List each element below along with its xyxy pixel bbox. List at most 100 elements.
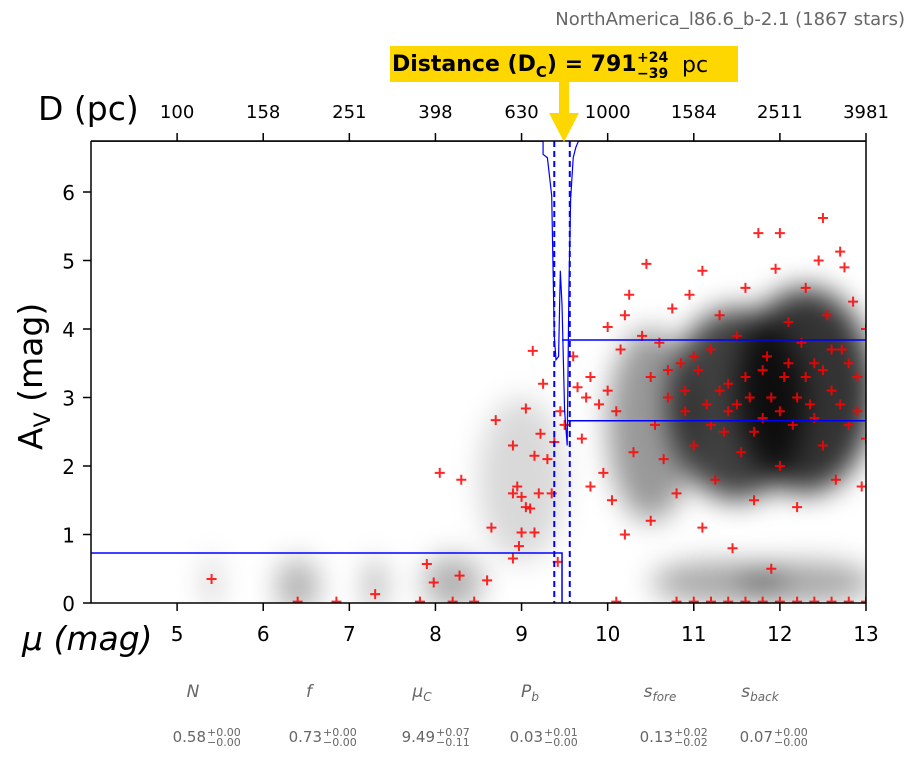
top-tick-label: 251 (332, 102, 366, 123)
x-tick-label: 8 (429, 622, 442, 646)
star-point (538, 378, 549, 389)
annotation-plus: +24 (637, 50, 668, 66)
star-point (727, 543, 738, 554)
star-point (749, 426, 760, 437)
param-value: 0.73 (289, 728, 322, 746)
star-point (774, 461, 785, 471)
top-tick-label: 158 (246, 102, 280, 123)
star-point (572, 382, 583, 393)
y-tick-label: 1 (62, 524, 75, 548)
star-point (628, 447, 639, 458)
param-minus: −0.00 (544, 736, 578, 749)
star-point (637, 330, 648, 341)
star-point (736, 447, 747, 458)
star-point (783, 317, 794, 328)
param-minus: −0.00 (774, 736, 808, 749)
star-point (469, 596, 480, 603)
star-point (482, 575, 493, 586)
x-axis-label: μ (mag) (21, 619, 153, 658)
y-tick-label: 0 (62, 592, 75, 616)
star-point (525, 503, 536, 514)
star-point (843, 419, 854, 430)
star-point (817, 365, 828, 376)
star-point (486, 522, 497, 533)
star-point (861, 596, 866, 603)
star-point (447, 596, 458, 603)
star-points (206, 213, 866, 603)
star-point (783, 358, 794, 369)
param-plus: +0.07 (436, 726, 470, 739)
star-point (507, 553, 518, 564)
star-point (710, 474, 721, 485)
star-point (513, 541, 524, 552)
star-point (611, 406, 622, 417)
star-point (662, 365, 673, 376)
star-point (585, 481, 596, 492)
star-point (606, 495, 617, 506)
star-point (684, 289, 695, 300)
star-point (744, 392, 755, 403)
star-point (529, 527, 540, 538)
x-tick-label: 9 (515, 622, 528, 646)
arrow-shaft (559, 82, 569, 114)
density-blob (276, 558, 320, 603)
foreground-extinction-line (91, 552, 563, 603)
star-point (770, 263, 781, 274)
x-tick-label: 11 (681, 622, 706, 646)
param-minus: −0.00 (323, 736, 357, 749)
y-tick-label: 5 (62, 250, 75, 274)
star-point (766, 392, 777, 403)
param-value: 0.07 (740, 728, 773, 746)
annotation-minus: −39 (637, 66, 668, 82)
star-point (856, 481, 866, 492)
star-point (723, 596, 734, 603)
x-tick-label: 6 (257, 622, 270, 646)
star-point (817, 440, 828, 451)
star-point (753, 228, 764, 239)
star-point (516, 527, 527, 538)
star-point (817, 213, 828, 224)
star-point (826, 596, 837, 603)
star-point (749, 495, 760, 506)
star-point (611, 596, 622, 603)
star-point (792, 596, 803, 603)
star-point (688, 351, 699, 362)
param-minus: −0.02 (674, 736, 708, 749)
top-tick-label: 3981 (843, 102, 889, 123)
star-point (680, 385, 691, 396)
density-blob (366, 558, 384, 603)
param-name: sfore (644, 682, 677, 704)
star-point (662, 392, 673, 403)
star-point (731, 330, 742, 341)
star-point (852, 406, 863, 417)
density-blob (736, 561, 866, 603)
star-point (740, 596, 751, 603)
star-point (602, 321, 613, 332)
param-name: N (187, 682, 200, 702)
star-point (826, 344, 837, 355)
star-point (740, 371, 751, 382)
param-name: Pb (521, 682, 539, 704)
star-point (602, 385, 613, 396)
density-blob (736, 287, 866, 494)
top-tick-label: 100 (160, 102, 194, 123)
star-point (706, 596, 716, 603)
star-point (800, 371, 811, 382)
star-point (292, 596, 303, 603)
star-point (581, 392, 592, 403)
star-point (490, 415, 501, 426)
y-tick-label: 4 (62, 318, 75, 342)
star-point (774, 228, 785, 239)
star-point (852, 371, 863, 382)
star-point (555, 406, 566, 417)
star-point (774, 406, 785, 417)
star-point (512, 481, 523, 492)
star-point (421, 558, 432, 569)
star-point (835, 246, 846, 257)
x-tick-label: 12 (767, 622, 792, 646)
star-point (792, 392, 803, 403)
star-point (667, 303, 678, 314)
